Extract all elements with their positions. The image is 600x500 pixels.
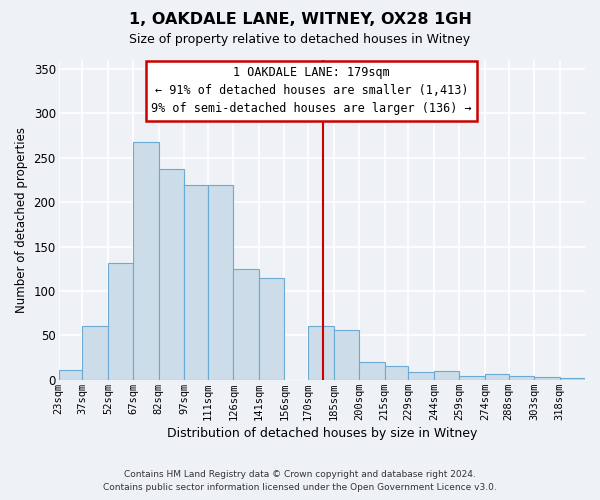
Text: 1 OAKDALE LANE: 179sqm
← 91% of detached houses are smaller (1,413)
9% of semi-d: 1 OAKDALE LANE: 179sqm ← 91% of detached…: [151, 66, 472, 116]
Bar: [233, 268, 259, 380]
Bar: [359, 362, 385, 380]
Bar: [108, 264, 133, 380]
Bar: [208, 185, 233, 380]
Bar: [509, 376, 534, 380]
Bar: [485, 374, 509, 380]
Text: Contains HM Land Registry data © Crown copyright and database right 2024.
Contai: Contains HM Land Registry data © Crown c…: [103, 470, 497, 492]
Text: Size of property relative to detached houses in Witney: Size of property relative to detached ho…: [130, 32, 470, 46]
Bar: [133, 142, 159, 380]
Bar: [434, 371, 460, 380]
Bar: [560, 378, 585, 380]
Bar: [460, 376, 485, 380]
Text: 1, OAKDALE LANE, WITNEY, OX28 1GH: 1, OAKDALE LANE, WITNEY, OX28 1GH: [128, 12, 472, 28]
Bar: [409, 372, 434, 380]
Bar: [82, 326, 108, 380]
Bar: [308, 326, 334, 380]
Bar: [534, 377, 560, 380]
Bar: [184, 185, 208, 380]
Bar: [159, 170, 184, 380]
Bar: [59, 370, 82, 380]
Bar: [334, 330, 359, 380]
X-axis label: Distribution of detached houses by size in Witney: Distribution of detached houses by size …: [167, 427, 477, 440]
Bar: [259, 278, 284, 380]
Y-axis label: Number of detached properties: Number of detached properties: [15, 127, 28, 313]
Bar: [385, 366, 409, 380]
